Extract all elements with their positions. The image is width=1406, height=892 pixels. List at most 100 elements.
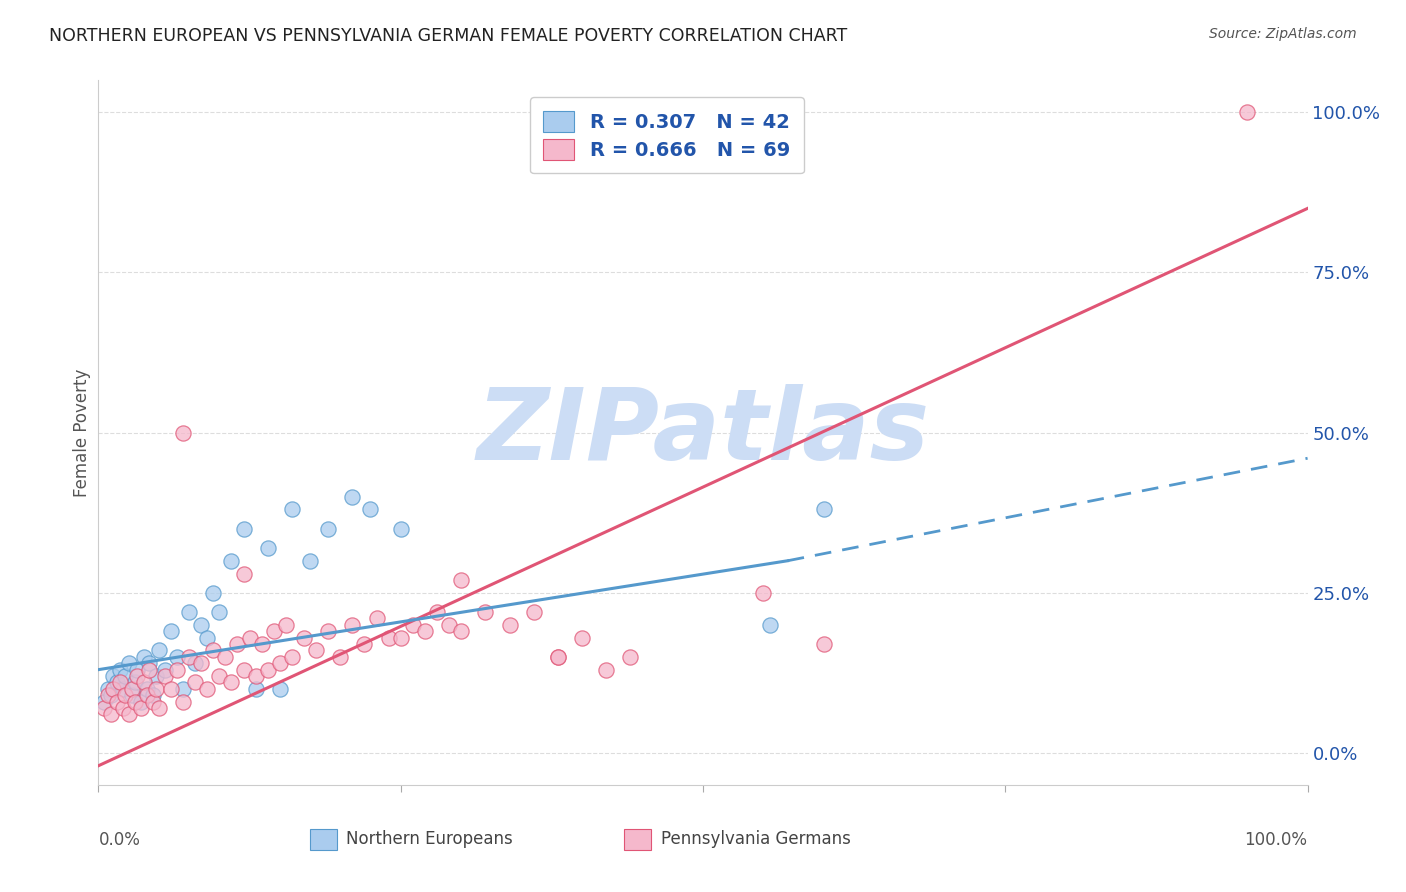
Point bbox=[97, 681, 120, 696]
Point bbox=[118, 707, 141, 722]
Point bbox=[239, 631, 262, 645]
Point bbox=[114, 688, 136, 702]
Point bbox=[108, 663, 131, 677]
Point bbox=[758, 617, 780, 632]
Text: Source: ZipAtlas.com: Source: ZipAtlas.com bbox=[1209, 27, 1357, 41]
Point bbox=[142, 688, 165, 702]
Point bbox=[208, 605, 231, 619]
Point bbox=[111, 681, 134, 696]
Point bbox=[190, 657, 212, 671]
Point bbox=[114, 669, 136, 683]
Point bbox=[221, 675, 243, 690]
Point bbox=[127, 663, 149, 677]
Point bbox=[342, 490, 364, 504]
Point bbox=[145, 669, 167, 683]
Point bbox=[121, 688, 143, 702]
Point bbox=[226, 637, 249, 651]
Point bbox=[619, 649, 641, 664]
Point bbox=[93, 701, 115, 715]
Legend: R = 0.307   N = 42, R = 0.666   N = 69: R = 0.307 N = 42, R = 0.666 N = 69 bbox=[530, 97, 804, 173]
Point bbox=[100, 707, 122, 722]
Point bbox=[195, 631, 218, 645]
Text: Pennsylvania Germans: Pennsylvania Germans bbox=[661, 830, 851, 848]
Point bbox=[135, 681, 157, 696]
Point bbox=[134, 675, 156, 690]
Point bbox=[256, 663, 278, 677]
Point bbox=[148, 643, 170, 657]
Point bbox=[179, 649, 201, 664]
Text: ZIPatlas: ZIPatlas bbox=[477, 384, 929, 481]
Point bbox=[595, 663, 617, 677]
Point bbox=[184, 657, 207, 671]
Text: 100.0%: 100.0% bbox=[1244, 830, 1308, 849]
Point bbox=[166, 649, 188, 664]
Point bbox=[232, 566, 254, 581]
Point bbox=[100, 688, 122, 702]
Point bbox=[274, 617, 297, 632]
Point bbox=[813, 637, 835, 651]
Text: NORTHERN EUROPEAN VS PENNSYLVANIA GERMAN FEMALE POVERTY CORRELATION CHART: NORTHERN EUROPEAN VS PENNSYLVANIA GERMAN… bbox=[49, 27, 848, 45]
Point bbox=[108, 675, 131, 690]
Point bbox=[450, 624, 472, 639]
Point bbox=[160, 681, 183, 696]
Point bbox=[547, 649, 569, 664]
Point bbox=[202, 586, 225, 600]
Point bbox=[281, 649, 304, 664]
Point bbox=[124, 695, 146, 709]
Point bbox=[101, 669, 124, 683]
Point bbox=[547, 649, 569, 664]
Point bbox=[179, 605, 201, 619]
Point bbox=[184, 675, 207, 690]
Point bbox=[208, 669, 231, 683]
Point bbox=[111, 701, 134, 715]
Point bbox=[153, 663, 176, 677]
Point bbox=[135, 688, 157, 702]
Point bbox=[523, 605, 546, 619]
Point bbox=[450, 573, 472, 587]
Point bbox=[389, 631, 412, 645]
Point bbox=[148, 701, 170, 715]
Point bbox=[214, 649, 236, 664]
Text: 0.0%: 0.0% bbox=[98, 830, 141, 849]
Point bbox=[129, 695, 152, 709]
Point bbox=[221, 554, 243, 568]
Point bbox=[124, 675, 146, 690]
Point bbox=[498, 617, 520, 632]
Point bbox=[316, 522, 339, 536]
FancyBboxPatch shape bbox=[311, 829, 336, 850]
Point bbox=[263, 624, 285, 639]
Point bbox=[172, 425, 194, 440]
Point bbox=[366, 611, 388, 625]
Point bbox=[160, 624, 183, 639]
Point bbox=[402, 617, 425, 632]
Point bbox=[153, 669, 176, 683]
Point bbox=[105, 695, 128, 709]
Point bbox=[269, 681, 291, 696]
Point bbox=[353, 637, 375, 651]
Point bbox=[245, 681, 267, 696]
Point bbox=[105, 675, 128, 690]
Point bbox=[413, 624, 436, 639]
Point bbox=[232, 522, 254, 536]
Point bbox=[172, 681, 194, 696]
Point bbox=[138, 663, 160, 677]
Point bbox=[1236, 105, 1258, 120]
Point bbox=[190, 617, 212, 632]
Point bbox=[292, 631, 315, 645]
Point bbox=[426, 605, 449, 619]
Point bbox=[138, 657, 160, 671]
Point bbox=[342, 617, 364, 632]
Text: Northern Europeans: Northern Europeans bbox=[346, 830, 513, 848]
Point bbox=[129, 701, 152, 715]
Point bbox=[195, 681, 218, 696]
Point bbox=[571, 631, 593, 645]
Point bbox=[145, 681, 167, 696]
Point bbox=[101, 681, 124, 696]
Point bbox=[329, 649, 352, 664]
Y-axis label: Female Poverty: Female Poverty bbox=[73, 368, 91, 497]
Point bbox=[474, 605, 496, 619]
Point bbox=[305, 643, 328, 657]
Point bbox=[813, 502, 835, 516]
Point bbox=[166, 663, 188, 677]
Point bbox=[299, 554, 322, 568]
